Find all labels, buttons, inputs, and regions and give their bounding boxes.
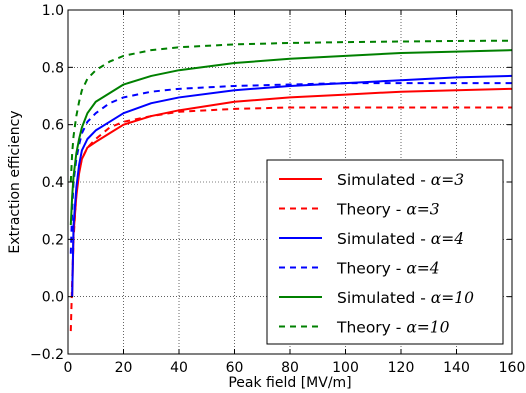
series-lines [69, 39, 512, 332]
axis-ticks [67, 9, 513, 355]
y-tick-label: −0.2 [30, 347, 64, 363]
x-tick-label: 20 [115, 360, 133, 376]
x-tick-label: 40 [170, 360, 188, 376]
y-tick-label: 1.0 [42, 3, 64, 19]
x-tick-label: 100 [332, 360, 359, 376]
series-line-5 [69, 49, 512, 226]
legend-label-prefix: Theory - [336, 201, 406, 219]
series-line-1 [71, 87, 512, 297]
x-tick-label: 120 [388, 360, 415, 376]
legend-label-alpha: α=10 [406, 319, 449, 337]
legend-label-2: Theory - α=3 [336, 201, 440, 219]
legend-label-alpha: α=4 [406, 260, 439, 278]
legend-label-prefix: Simulated - [337, 230, 431, 248]
x-tick-label: 80 [281, 360, 299, 376]
x-tick-label: 160 [499, 360, 526, 376]
legend-label-prefix: Simulated - [337, 289, 431, 307]
legend-label-5: Simulated - α=10 [337, 289, 474, 307]
legend-label-1: Simulated - α=3 [337, 171, 464, 189]
x-axis-label: Peak field [MV/m] [228, 375, 351, 391]
y-tick-label: 0.2 [42, 232, 64, 248]
y-axis-label: Extraction efficiency [7, 110, 23, 253]
legend-label-6: Theory - α=10 [336, 319, 450, 337]
x-tick-label: 140 [443, 360, 470, 376]
legend-label-prefix: Theory - [336, 260, 406, 278]
legend-label-prefix: Theory - [336, 319, 406, 337]
legend-label-alpha: α=3 [406, 201, 439, 219]
legend-label-prefix: Simulated - [337, 171, 431, 189]
legend-box [266, 159, 504, 345]
legend-label-alpha: α=4 [431, 230, 464, 248]
legend-label-alpha: α=3 [431, 171, 464, 189]
tick-labels: 0 20 40 60 80 100 120 140 160 −0.2 0.0 0.2 0.4 0.6 0.8… [30, 3, 525, 376]
legend-label-alpha: α=10 [431, 289, 474, 307]
x-tick-label: 0 [64, 360, 73, 376]
series-line-2 [69, 106, 512, 332]
y-tick-label: 0.8 [42, 60, 64, 76]
y-tick-label: 0.0 [42, 290, 64, 306]
y-tick-label: 0.6 [42, 118, 64, 134]
legend-label-3: Simulated - α=4 [337, 230, 464, 248]
y-tick-label: 0.4 [42, 175, 64, 191]
x-tick-label: 60 [226, 360, 244, 376]
legend-label-4: Theory - α=4 [336, 260, 440, 278]
